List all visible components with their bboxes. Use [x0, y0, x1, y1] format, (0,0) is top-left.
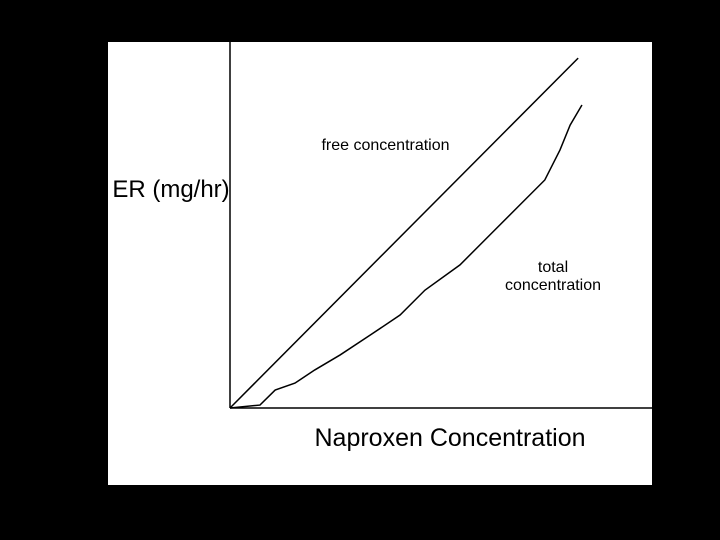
panel — [108, 42, 652, 485]
series-label: total concentration — [504, 259, 602, 295]
series-label: free concentration — [321, 137, 450, 154]
series-line — [229, 104, 583, 409]
series-line — [229, 57, 579, 409]
x-axis-label: Naproxen Concentration — [314, 424, 586, 452]
y-axis-label: ER (mg/hr) — [112, 176, 230, 203]
